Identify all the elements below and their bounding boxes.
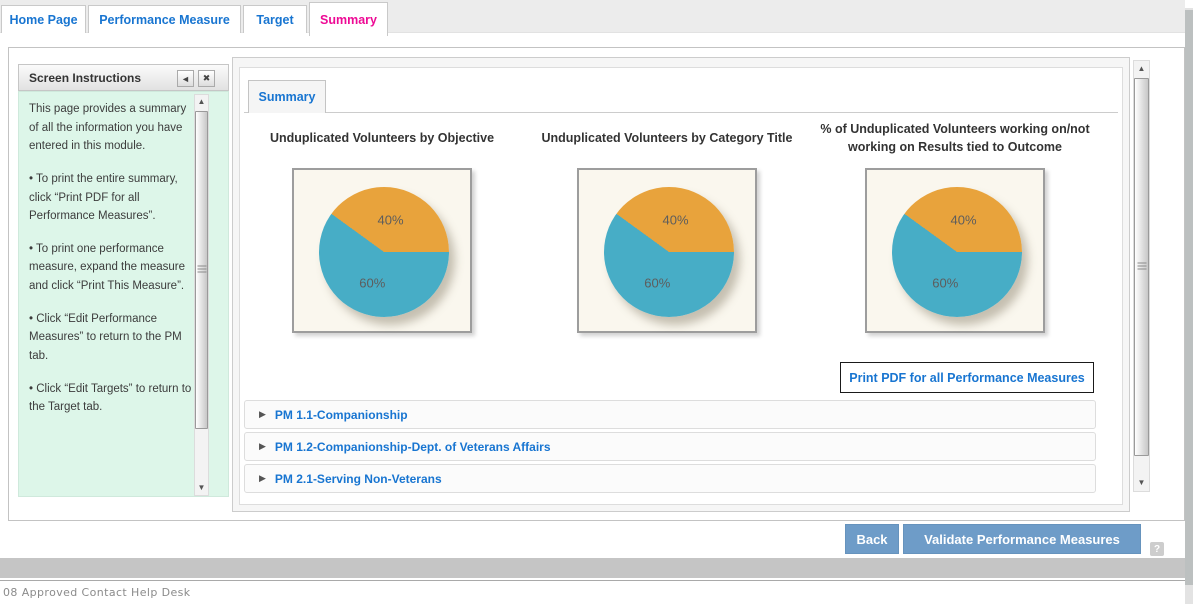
instruction-paragraph: • Click “Edit Performance Measures” to r… bbox=[29, 312, 182, 362]
content-scrollbar-thumb[interactable] bbox=[1134, 78, 1149, 456]
scroll-down-icon[interactable]: ▼ bbox=[1137, 478, 1146, 487]
measure-label: PM 1.1-Companionship bbox=[274, 407, 408, 422]
subtab-divider bbox=[244, 112, 1118, 113]
measure-label: PM 2.1-Serving Non-Veterans bbox=[274, 471, 442, 486]
scroll-up-icon[interactable]: ▲ bbox=[197, 97, 206, 106]
pie-chart-category: 40% 60% bbox=[577, 168, 757, 333]
scrollbar-grip-icon bbox=[197, 265, 206, 275]
tab-label: Home Page bbox=[9, 12, 78, 27]
pie-objective: 40% 60% bbox=[319, 187, 449, 317]
pie-slice-label: 60% bbox=[932, 275, 959, 291]
chevron-left-icon: ◄ bbox=[181, 73, 190, 84]
tab-target[interactable]: Target bbox=[243, 5, 307, 33]
measure-row-pm-1-2[interactable]: ▶ PM 1.2-Companionship-Dept. of Veterans… bbox=[244, 432, 1096, 461]
expand-caret-icon: ▶ bbox=[259, 473, 266, 483]
bottom-gray-bar bbox=[0, 558, 1185, 578]
validate-performance-measures-button[interactable]: Validate Performance Measures bbox=[903, 524, 1141, 554]
chart-title-outcome: % of Unduplicated Volunteers working on/… bbox=[820, 121, 1090, 154]
help-icon-glyph: ? bbox=[1153, 543, 1161, 555]
content-scrollbar[interactable]: ▲ ▼ bbox=[1133, 60, 1150, 492]
tab-home-page[interactable]: Home Page bbox=[1, 5, 86, 33]
measure-label: PM 1.2-Companionship-Dept. of Veterans A… bbox=[274, 439, 551, 454]
screen-instructions-header: Screen Instructions ◄ ✖ bbox=[18, 64, 229, 91]
close-icon: ✖ bbox=[202, 73, 211, 83]
screen-instructions-title: Screen Instructions bbox=[29, 70, 142, 85]
scrollbar-grip-icon bbox=[1137, 262, 1146, 272]
window-scrollbar[interactable] bbox=[1185, 8, 1193, 604]
top-tab-bar: Home Page Performance Measure Target Sum… bbox=[0, 0, 1185, 36]
pie-chart-outcome: 40% 60% bbox=[865, 168, 1045, 333]
instruction-paragraph: • To print the entire summary, click “Pr… bbox=[29, 172, 178, 223]
tab-label: Target bbox=[256, 12, 294, 27]
pie-slice-label: 40% bbox=[377, 212, 404, 227]
tab-summary[interactable]: Summary bbox=[309, 2, 388, 36]
instruction-paragraph: • To print one performance measure, expa… bbox=[29, 242, 185, 292]
back-button-label: Back bbox=[856, 531, 888, 547]
screen-instructions-panel: This page provides a summary of all the … bbox=[18, 91, 229, 497]
chart-title-objective: Unduplicated Volunteers by Objective bbox=[269, 130, 495, 145]
subtab-label: Summary bbox=[258, 90, 316, 104]
print-pdf-label: Print PDF for all Performance Measures bbox=[849, 370, 1085, 385]
print-pdf-button[interactable]: Print PDF for all Performance Measures bbox=[840, 362, 1094, 393]
instruction-paragraph: • Click “Edit Targets” to return to the … bbox=[29, 382, 192, 414]
pie-slice-label: 60% bbox=[359, 275, 386, 291]
footer-text: 08 Approved Contact Help Desk bbox=[3, 586, 191, 599]
screen-instructions-text: This page provides a summary of all the … bbox=[29, 100, 197, 431]
sidebar-scrollbar[interactable]: ▲ ▼ bbox=[194, 94, 209, 496]
measure-row-pm-1-1[interactable]: ▶ PM 1.1-Companionship bbox=[244, 400, 1096, 429]
pie-slice-label: 60% bbox=[644, 275, 671, 291]
back-button[interactable]: Back bbox=[845, 524, 899, 554]
tab-label: Summary bbox=[320, 12, 377, 27]
pie-slice-label: 40% bbox=[662, 212, 689, 227]
chart-title-category: Unduplicated Volunteers by Category Titl… bbox=[541, 130, 793, 145]
validate-button-label: Validate Performance Measures bbox=[924, 531, 1120, 547]
collapse-panel-button[interactable]: ◄ bbox=[177, 70, 194, 87]
pie-slice-label: 40% bbox=[950, 212, 977, 227]
tab-label: Performance Measure bbox=[99, 12, 230, 27]
pie-chart-objective: 40% 60% bbox=[292, 168, 472, 333]
pie-category: 40% 60% bbox=[604, 187, 734, 317]
summary-subtab[interactable]: Summary bbox=[248, 80, 326, 113]
pie-outcome: 40% 60% bbox=[892, 187, 1022, 317]
help-icon[interactable]: ? bbox=[1150, 542, 1164, 556]
tab-performance-measure[interactable]: Performance Measure bbox=[88, 5, 241, 33]
footer-bar: 08 Approved Contact Help Desk bbox=[0, 580, 1193, 604]
scroll-up-icon[interactable]: ▲ bbox=[1137, 64, 1146, 73]
scroll-down-icon[interactable]: ▼ bbox=[197, 483, 206, 492]
instruction-paragraph: This page provides a summary of all the … bbox=[29, 103, 187, 153]
expand-caret-icon: ▶ bbox=[259, 441, 266, 451]
measure-row-pm-2-1[interactable]: ▶ PM 2.1-Serving Non-Veterans bbox=[244, 464, 1096, 493]
sidebar-scrollbar-thumb[interactable] bbox=[195, 111, 208, 429]
window-scrollbar-thumb[interactable] bbox=[1185, 10, 1193, 585]
close-panel-button[interactable]: ✖ bbox=[198, 70, 215, 87]
expand-caret-icon: ▶ bbox=[259, 409, 266, 419]
